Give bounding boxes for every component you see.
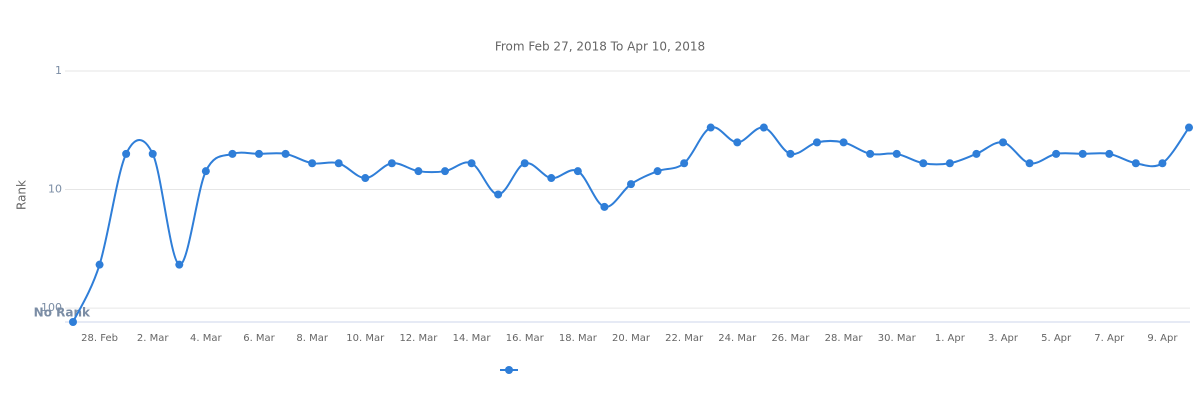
data-point	[945, 159, 954, 168]
data-point	[175, 260, 184, 269]
data-point	[122, 149, 131, 158]
legend-marker	[505, 366, 513, 374]
y-tick-label: 100	[41, 301, 62, 314]
data-point	[1025, 159, 1034, 168]
data-point	[866, 149, 875, 158]
data-point	[387, 159, 396, 168]
data-point	[999, 138, 1007, 147]
data-point	[1052, 149, 1061, 158]
data-point	[759, 123, 768, 132]
x-tick-label: 8. Mar	[296, 333, 328, 344]
x-tick-label: 16. Mar	[506, 333, 545, 344]
data-point	[334, 159, 343, 168]
x-tick-label: 18. Mar	[559, 333, 598, 344]
data-point	[414, 167, 423, 176]
y-tick-label: 10	[48, 183, 62, 196]
x-tick-label: 20. Mar	[612, 333, 651, 344]
x-tick-label: 12. Mar	[399, 333, 438, 344]
x-tick-label: 24. Mar	[718, 333, 757, 344]
data-point	[361, 174, 370, 183]
data-point	[839, 138, 848, 147]
data-point	[1078, 149, 1087, 158]
x-tick-label: 30. Mar	[878, 333, 917, 344]
series-line	[72, 126, 1190, 323]
data-point	[733, 138, 742, 147]
data-point	[1105, 149, 1114, 158]
data-point	[786, 149, 795, 158]
x-tick-label: 10. Mar	[346, 333, 385, 344]
data-point	[813, 138, 821, 147]
x-tick-label: 4. Mar	[190, 333, 222, 344]
data-point	[547, 174, 556, 183]
y-tick-label: No Rank	[34, 306, 91, 320]
data-point	[441, 167, 449, 176]
data-point	[706, 123, 715, 132]
data-point	[494, 190, 503, 199]
data-point	[573, 167, 582, 176]
x-tick-label: 5. Apr	[1041, 333, 1072, 344]
data-point	[148, 149, 157, 158]
x-tick-label: 1. Apr	[935, 333, 966, 344]
data-point	[467, 159, 476, 168]
x-tick-label: 14. Mar	[453, 333, 492, 344]
x-tick-label: 7. Apr	[1094, 333, 1125, 344]
x-tick-label: 28. Feb	[81, 333, 118, 344]
data-point	[308, 159, 317, 168]
data-point	[228, 149, 237, 158]
data-point	[627, 180, 635, 189]
chart-title: From Feb 27, 2018 To Apr 10, 2018	[495, 40, 705, 54]
data-point	[95, 260, 104, 269]
x-tick-label: 9. Apr	[1147, 333, 1178, 344]
data-point	[1131, 159, 1140, 168]
data-point	[1185, 123, 1193, 132]
data-point	[919, 159, 928, 168]
x-tick-label: 3. Apr	[988, 333, 1019, 344]
data-point	[69, 318, 77, 326]
data-point	[680, 159, 689, 168]
data-point	[520, 159, 529, 168]
data-point	[892, 149, 901, 158]
y-tick-label: 1	[55, 64, 62, 77]
x-tick-label: 2. Mar	[137, 333, 169, 344]
data-point	[653, 167, 662, 176]
y-axis-label: Rank	[15, 180, 29, 210]
data-point	[972, 149, 981, 158]
data-point	[1158, 159, 1167, 168]
x-tick-label: 6. Mar	[243, 333, 275, 344]
data-point	[201, 167, 210, 176]
data-point	[255, 149, 263, 158]
x-tick-label: 28. Mar	[825, 333, 864, 344]
x-tick-label: 22. Mar	[665, 333, 704, 344]
data-point	[600, 202, 609, 211]
data-point	[281, 149, 290, 158]
x-tick-label: 26. Mar	[771, 333, 810, 344]
